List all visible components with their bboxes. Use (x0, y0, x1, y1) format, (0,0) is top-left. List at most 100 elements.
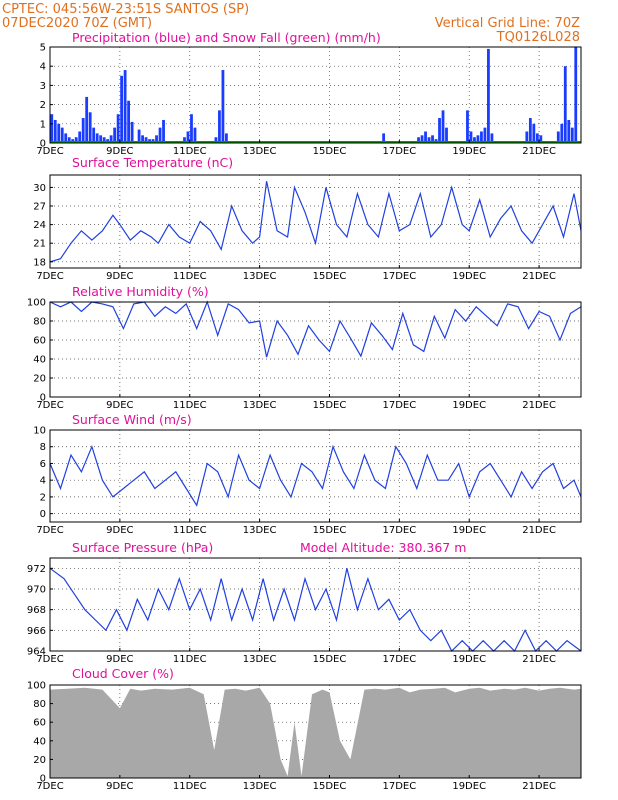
precip-bar-52 (473, 137, 476, 143)
pressure-ytick-1: 966 (27, 626, 46, 637)
humidity-ytick-0: 0 (40, 393, 46, 404)
cloud-cover-xtick-2: 11DEC (173, 781, 207, 792)
pressure-ytick-0: 964 (27, 647, 46, 658)
precip-bar-33 (186, 131, 190, 143)
precip-bar-3 (60, 127, 64, 143)
humidity-ytick-1: 20 (33, 374, 46, 385)
pressure-xtick-6: 19DEC (452, 654, 486, 665)
pressure-ytick-3: 970 (27, 585, 46, 596)
temperature-series-line (49, 181, 582, 263)
cloud-cover-title: Cloud Cover (%) (72, 666, 174, 681)
precip-bar-40 (382, 133, 386, 143)
precip-bar-25 (141, 135, 144, 143)
precip-bar-48 (441, 110, 445, 143)
wind-ytick-1: 2 (40, 492, 46, 503)
precip-bar-26 (144, 137, 148, 143)
precipitation-xtick-0: 7DEC (36, 146, 63, 157)
precip-bar-18 (113, 127, 117, 143)
precip-bar-63 (556, 131, 560, 143)
temperature-xtick-2: 11DEC (173, 271, 207, 282)
precip-bar-56 (487, 48, 490, 143)
humidity-series-line (49, 300, 582, 358)
precip-bar-58 (525, 131, 529, 143)
precip-bar-64 (560, 123, 564, 143)
pressure-series-line (49, 567, 582, 653)
cloud-cover-xtick-0: 7DEC (36, 781, 63, 792)
pressure-xtick-2: 11DEC (173, 654, 207, 665)
precip-bar-23 (130, 121, 134, 143)
pressure-xtick-4: 15DEC (313, 654, 347, 665)
wind-frame (49, 429, 582, 523)
precip-bar-1 (53, 119, 57, 143)
cloud-cover-ytick-0: 0 (40, 774, 46, 785)
wind-xtick-6: 19DEC (452, 525, 486, 536)
precip-bar-24 (137, 129, 141, 143)
cloud-cover-xtick-7: 21DEC (522, 781, 556, 792)
cloud-cover-panel: Cloud Cover (%) 0 20 40 60 80 100 7DEC 9DEC 11DE… (27, 666, 582, 792)
precipitation-xtick-2: 11DEC (173, 146, 207, 157)
precip-bar-49 (445, 127, 448, 143)
wind-ytick-0: 0 (40, 509, 46, 520)
wind-series-line (49, 444, 582, 507)
precip-bar-60 (532, 123, 536, 143)
precip-bar-57 (490, 133, 494, 143)
precip-bar-65 (563, 66, 567, 143)
temperature-ytick-1: 21 (33, 239, 46, 250)
cloud-cover-xtick-3: 13DEC (243, 781, 277, 792)
header-location: CPTEC: 045:56W-23:51S SANTOS (SP) (2, 2, 249, 17)
temperature-ytick-0: 18 (33, 257, 46, 268)
pressure-xtick-0: 7DEC (36, 654, 63, 665)
cloud-cover-xtick-4: 15DEC (313, 781, 347, 792)
precip-bar-44 (427, 137, 431, 143)
precip-bar-62 (539, 135, 543, 143)
pressure-frame (49, 557, 582, 652)
wind-xtick-4: 15DEC (313, 525, 347, 536)
precip-bar-35 (193, 127, 197, 143)
precipitation-ytick-4: 4 (40, 62, 46, 73)
precip-bar-14 (99, 135, 103, 143)
precip-bar-17 (109, 135, 113, 143)
precip-bar-30 (158, 127, 162, 143)
precip-bar-20 (120, 75, 124, 143)
temperature-xtick-6: 19DEC (452, 271, 486, 282)
temperature-xtick-5: 17DEC (382, 271, 416, 282)
temperature-ytick-2: 24 (33, 220, 46, 231)
cloud-cover-xtick-1: 9DEC (106, 781, 133, 792)
pressure-ytick-4: 972 (27, 564, 46, 575)
precip-bar-68 (574, 47, 578, 143)
pressure-xtick-5: 17DEC (382, 654, 416, 665)
wind-xtick-5: 17DEC (382, 525, 416, 536)
cloud-cover-area (50, 687, 581, 778)
temperature-xtick-1: 9DEC (106, 271, 133, 282)
temperature-xtick-3: 13DEC (243, 271, 277, 282)
wind-ytick-4: 8 (40, 442, 46, 453)
precip-bar-43 (424, 131, 427, 143)
pressure-xtick-1: 9DEC (106, 654, 133, 665)
wind-ytick-2: 4 (40, 476, 46, 487)
precipitation-xtick-5: 17DEC (382, 146, 416, 157)
precip-bar-50 (466, 110, 469, 143)
precip-bar-9 (81, 118, 85, 143)
precip-bar-5 (67, 137, 71, 143)
precipitation-ytick-0: 0 (40, 139, 46, 150)
header-run-time: 07DEC2020 70Z (GMT) (2, 16, 152, 31)
pressure-xtick-3: 13DEC (243, 654, 277, 665)
temperature-frame (49, 174, 582, 269)
wind-xtick-7: 21DEC (522, 525, 556, 536)
precip-bar-34 (190, 114, 193, 143)
precipitation-title: Precipitation (blue) and Snow Fall (gree… (72, 30, 381, 45)
precip-bar-11 (88, 112, 92, 143)
cloud-cover-ytick-3: 60 (33, 718, 46, 729)
header-grid-line: Vertical Grid Line: 70Z (435, 16, 580, 31)
wind-xtick-1: 9DEC (106, 525, 133, 536)
precip-bar-59 (528, 118, 532, 143)
cloud-cover-ytick-1: 20 (33, 755, 46, 766)
cloud-cover-frame (49, 684, 582, 779)
precip-bar-29 (155, 135, 158, 143)
precipitation-ytick-5: 5 (40, 43, 46, 54)
precip-bar-45 (431, 135, 434, 143)
temperature-xtick-4: 15DEC (313, 271, 347, 282)
humidity-ytick-2: 40 (33, 355, 46, 366)
precipitation-ytick-1: 1 (40, 119, 46, 130)
